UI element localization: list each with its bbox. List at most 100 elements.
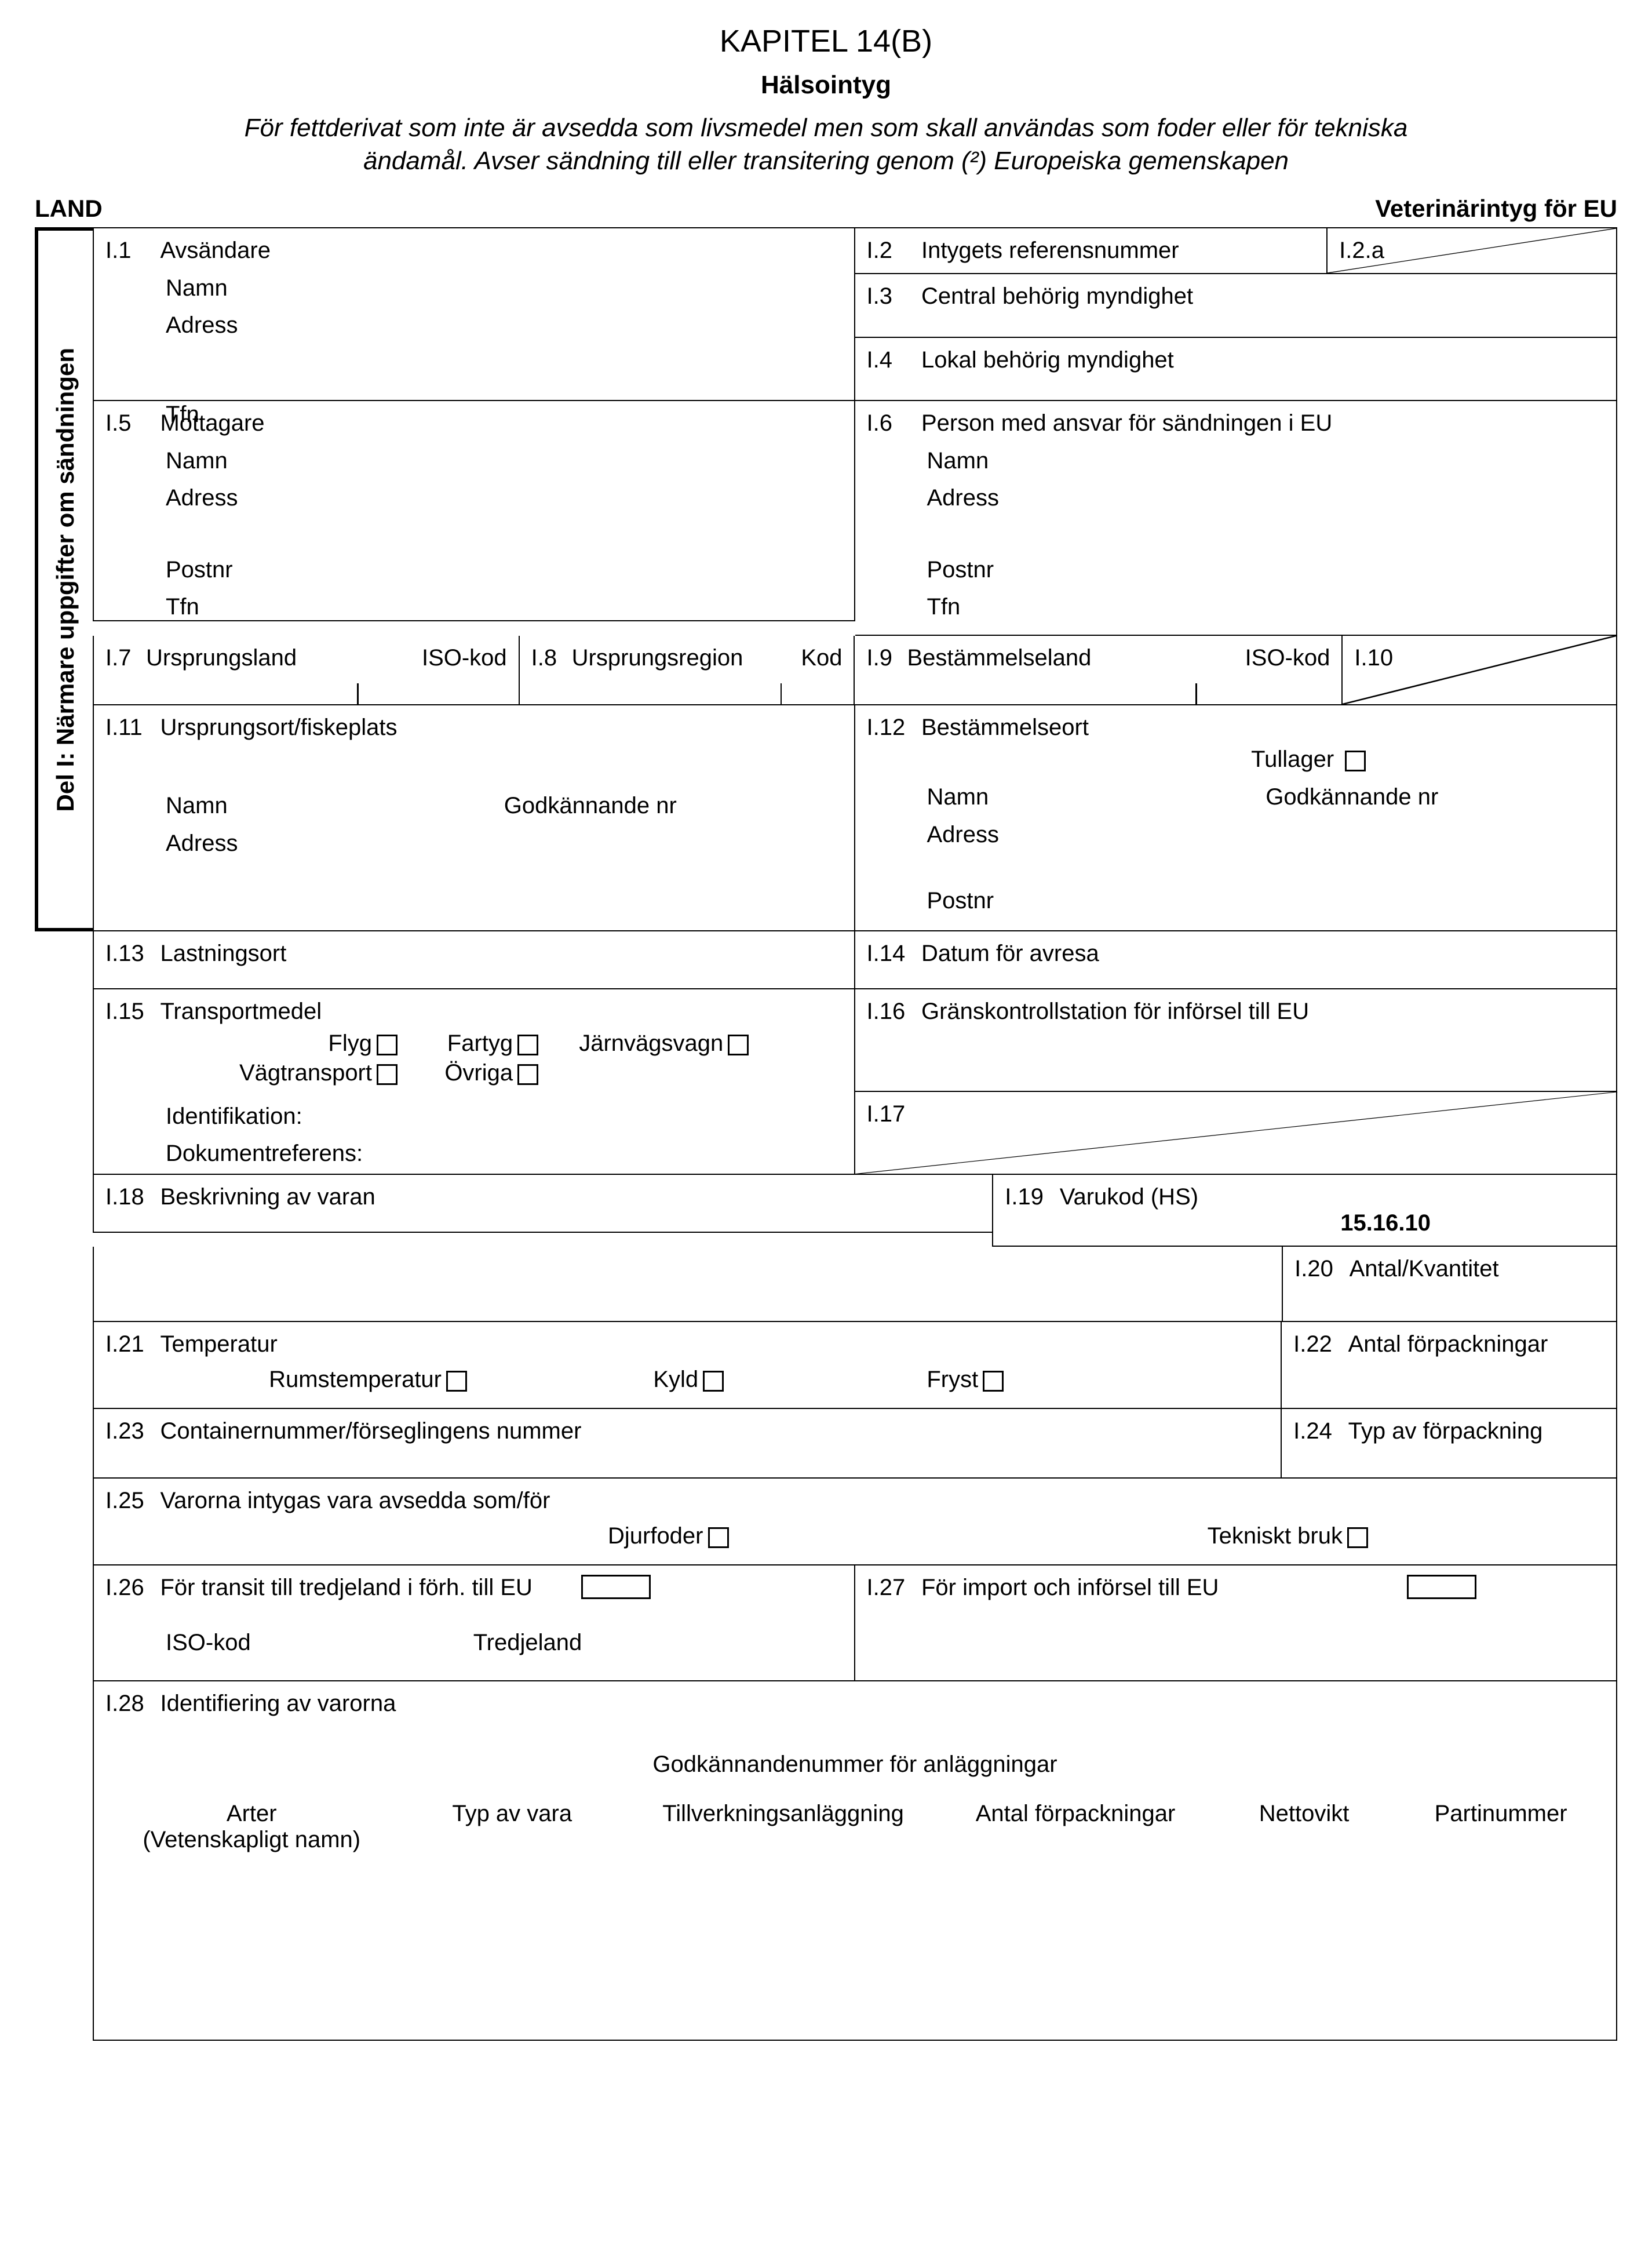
i6-num: I.6 <box>867 410 919 436</box>
i12-post: Postnr <box>927 882 1605 919</box>
row-i7-i10: I.7Ursprungsland ISO-kod I.8Ursprungsreg… <box>93 636 1617 705</box>
i9-num: I.9 <box>866 645 907 671</box>
eu-cert-label: Veterinärintyg för EU <box>1375 195 1617 223</box>
i22-label: Antal förpackningar <box>1348 1331 1548 1357</box>
i4-num: I.4 <box>867 347 919 373</box>
i25-label: Varorna intygas vara avsedda som/för <box>160 1488 550 1514</box>
i14-label: Datum för avresa <box>921 941 1099 967</box>
i11-label: Ursprungsort/fiskeplats <box>160 715 397 741</box>
i16-label: Gränskontrollstation för införsel till E… <box>921 999 1309 1025</box>
i14-num: I.14 <box>867 941 919 967</box>
i18-label: Beskrivning av varan <box>160 1184 375 1210</box>
i28-num: I.28 <box>105 1691 158 1717</box>
form-main: Del I: Närmare uppgifter om sändningen I… <box>17 227 1635 931</box>
i12-label: Bestämmelseort <box>921 715 1089 741</box>
field-i23: I.23 Containernummer/förseglingens numme… <box>93 1409 1282 1479</box>
i15-air-checkbox[interactable] <box>377 1035 397 1055</box>
i11-address: Adress <box>166 825 843 862</box>
subtitle-line2: ändamål. Avser sändning till eller trans… <box>363 147 1289 175</box>
i5-address: Adress <box>166 479 843 516</box>
i25-feed-checkbox[interactable] <box>708 1527 729 1548</box>
i23-label: Containernummer/förseglingens nummer <box>160 1418 581 1444</box>
field-i4: I.4 Lokal behörig myndighet <box>855 338 1618 402</box>
field-i6: I.6 Person med ansvar för sändningen i E… <box>855 401 1618 636</box>
i6-address: Adress <box>927 479 1605 516</box>
part-i-label: Del I: Närmare uppgifter om sändningen <box>52 348 79 811</box>
i5-post: Postnr <box>166 551 843 588</box>
i27-num: I.27 <box>867 1575 919 1601</box>
field-i28: I.28 Identifiering av varorna Godkännand… <box>93 1681 1617 2041</box>
i11-name: Namn <box>166 793 504 819</box>
i13-num: I.13 <box>105 941 158 967</box>
chapter-title: KAPITEL 14(B) <box>17 23 1635 59</box>
i2-num: I.2 <box>867 238 919 264</box>
field-i17: I.17 <box>855 1092 1618 1175</box>
i20-label: Antal/Kvantitet <box>1350 1256 1499 1282</box>
i15-rail: Järnvägsvagn <box>549 1031 723 1057</box>
i6-name: Namn <box>927 442 1605 479</box>
field-i15: I.15 Transportmedel Flyg Fartyg Järnvägs… <box>93 989 855 1175</box>
field-i2a: I.2.a <box>1328 227 1617 274</box>
i28-col1: Arter (Vetenskapligt namn) <box>105 1801 397 1853</box>
i18-num: I.18 <box>105 1184 158 1210</box>
i26-rect[interactable] <box>581 1575 651 1599</box>
i19-value: 15.16.10 <box>1005 1210 1431 1236</box>
i6-post: Postnr <box>927 551 1605 588</box>
i28-columns: Arter (Vetenskapligt namn) Typ av vara T… <box>105 1801 1604 1853</box>
i26-third: Tredjeland <box>473 1630 843 1656</box>
field-i8: I.8Ursprungsregion Kod <box>520 636 855 705</box>
form-body-upper: I.1 Avsändare Namn Adress Tfn I.2 Intyge… <box>93 227 1617 931</box>
field-i26: I.26 För transit till tredjeland i förh.… <box>93 1565 855 1681</box>
field-i22: I.22 Antal förpackningar <box>1282 1322 1617 1409</box>
i28-c1a: Arter <box>227 1801 277 1826</box>
i25-tech: Tekniskt bruk <box>1208 1523 1343 1549</box>
field-i12: I.12 Bestämmelseort Tullager Namn Godkän… <box>855 705 1618 931</box>
i8-tick <box>781 683 782 704</box>
i15-air: Flyg <box>268 1031 372 1057</box>
side-spacer <box>35 931 93 2041</box>
i24-num: I.24 <box>1293 1418 1345 1444</box>
field-i3: I.3 Central behörig myndighet <box>855 274 1618 338</box>
i12-customs: Tullager <box>1251 747 1334 772</box>
i7-tick <box>357 683 359 704</box>
i21-chilled: Kyld <box>478 1367 698 1393</box>
i21-chilled-checkbox[interactable] <box>703 1371 724 1392</box>
field-i2: I.2 Intygets referensnummer <box>855 227 1328 274</box>
i12-customs-checkbox[interactable] <box>1345 751 1366 771</box>
i21-room-checkbox[interactable] <box>446 1371 467 1392</box>
field-i19: I.19 Varukod (HS) 15.16.10 <box>992 1175 1617 1247</box>
side-label-column: Del I: Närmare uppgifter om sändningen <box>35 227 93 931</box>
i7-iso: ISO-kod <box>422 645 507 671</box>
i1-name: Namn <box>166 270 843 307</box>
i23-num: I.23 <box>105 1418 158 1444</box>
i22-num: I.22 <box>1293 1331 1345 1357</box>
i16-num: I.16 <box>867 999 919 1025</box>
i15-road-checkbox[interactable] <box>377 1064 397 1085</box>
i5-phone: Tfn <box>166 588 843 625</box>
i25-tech-checkbox[interactable] <box>1347 1527 1368 1548</box>
i1-num: I.1 <box>105 238 158 264</box>
land-label: LAND <box>35 195 103 223</box>
i25-num: I.25 <box>105 1488 158 1514</box>
i27-rect[interactable] <box>1407 1575 1476 1599</box>
i15-other-checkbox[interactable] <box>517 1064 538 1085</box>
i28-col3: Tillverkningsanläggning <box>626 1801 940 1853</box>
i12-name: Namn <box>927 784 1266 810</box>
i6-phone: Tfn <box>927 588 1605 625</box>
i21-num: I.21 <box>105 1331 158 1357</box>
i15-rail-checkbox[interactable] <box>728 1035 749 1055</box>
i10-diagonal <box>1343 636 1616 704</box>
i15-sea-checkbox[interactable] <box>517 1035 538 1055</box>
subtitle-line1: För fettderivat som inte är avsedda som … <box>245 114 1408 142</box>
i21-frozen-checkbox[interactable] <box>983 1371 1004 1392</box>
i15-label: Transportmedel <box>160 999 322 1025</box>
document-type: Hälsointyg <box>17 71 1635 100</box>
field-i13: I.13 Lastningsort <box>93 931 855 989</box>
field-i27: I.27 För import och införsel till EU <box>855 1565 1618 1681</box>
field-i16: I.16 Gränskontrollstation för införsel t… <box>855 989 1618 1091</box>
i11-approval: Godkännande nr <box>504 793 843 819</box>
i17-diagonal <box>855 1092 1617 1174</box>
i15-sea: Fartyg <box>409 1031 513 1057</box>
field-i9: I.9Bestämmelseland ISO-kod <box>855 636 1343 705</box>
i21-label: Temperatur <box>160 1331 277 1357</box>
